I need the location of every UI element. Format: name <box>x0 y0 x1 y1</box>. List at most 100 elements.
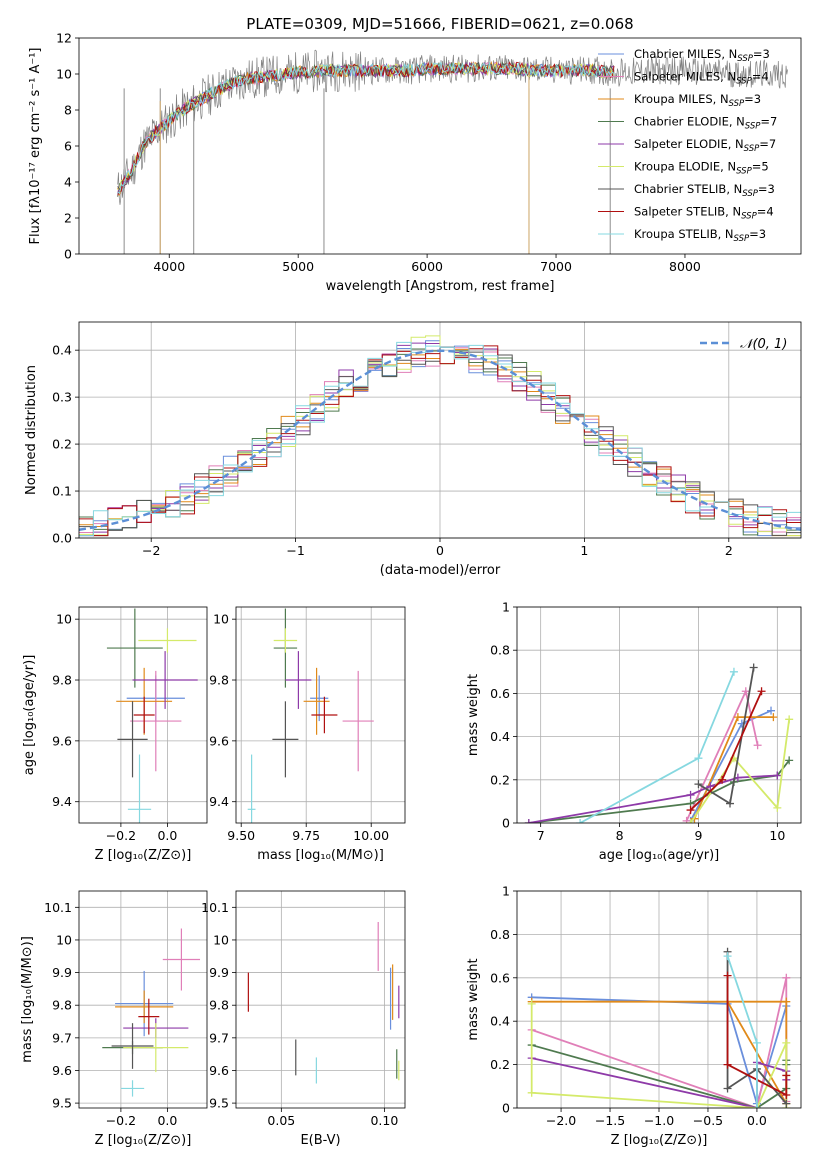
weight-marker <box>782 1038 791 1047</box>
age_vs_Z-ytick-label: 9.6 <box>52 733 72 748</box>
mass_weight_vs_Z-ytick-label: 0.6 <box>490 970 510 985</box>
weight-marker <box>773 803 782 812</box>
residuals-ytick-label: 0.2 <box>52 437 72 452</box>
spectrum-xtick-label: 7000 <box>540 259 572 274</box>
legend-entry: Kroupa STELIB, NSSP=3 <box>634 227 766 244</box>
age_vs_mass-xtick-label: 10.00 <box>353 828 389 843</box>
spectrum-model-line <box>117 61 615 194</box>
mass_weight_vs_age-ytick-label: 0.4 <box>490 729 510 744</box>
age_vs_mass-frame <box>235 606 406 824</box>
spectrum-model-line <box>117 61 615 195</box>
mass_weight_vs_Z-xtick-label: −2.0 <box>546 1113 576 1128</box>
weight-marker <box>785 715 794 724</box>
spectrum-ytick-label: 2 <box>64 211 72 226</box>
age_vs_Z-ytick-label: 9.4 <box>52 794 72 809</box>
mass_weight_vs_Z-xtick-label: −1.5 <box>595 1113 625 1128</box>
mass_vs_Z-ytick-label: 10.1 <box>44 900 72 915</box>
mass_vs_EBV-ytick-label: 9.8 <box>209 998 229 1013</box>
weight-marker <box>694 780 703 789</box>
mass_vs_Z-ytick-label: 9.7 <box>52 1030 72 1045</box>
mass_vs_EBV-ytick-label: 9.6 <box>209 1063 229 1078</box>
spectrum-model-line <box>117 61 615 194</box>
age_vs_Z-plot-area <box>106 608 198 823</box>
spectrum-xtick-label: 6000 <box>411 259 443 274</box>
mass_vs_Z-xtick-label: 0.0 <box>157 1113 177 1128</box>
mass_weight_vs_age-xtick-label: 7 <box>537 828 545 843</box>
weight-marker <box>749 663 758 672</box>
legend-entry: Salpeter STELIB, NSSP=4 <box>634 205 774 222</box>
age_vs_Z-xtick-label: −0.2 <box>106 828 136 843</box>
mass_weight_vs_age-xtick-label: 10 <box>769 828 785 843</box>
residuals-frame <box>78 321 802 539</box>
spectrum-model-line <box>117 61 615 195</box>
figure-title: PLATE=0309, MJD=51666, FIBERID=0621, z=0… <box>246 15 633 33</box>
mass_vs_Z-ylabel: mass [log₁₀(M/M⊙)] <box>20 936 35 1063</box>
mass_vs_Z-ytick-label: 9.6 <box>52 1063 72 1078</box>
weight-marker <box>527 1088 536 1097</box>
spectrum-model-line <box>117 61 615 191</box>
age_vs_mass-xlabel: mass [log₁₀(M/M⊙)] <box>257 848 384 863</box>
weight-marker <box>706 782 715 791</box>
mass_vs_Z-plot-area <box>102 928 201 1097</box>
mass_weight_vs_Z-xlabel: Z [log₁₀(Z/Z⊙)] <box>611 1133 708 1148</box>
mass_vs_EBV-ytick-label: 9.7 <box>209 1030 229 1045</box>
mass_vs_EBV-xtick-label: 0.05 <box>267 1113 295 1128</box>
residuals-ytick-label: 0.4 <box>52 343 72 358</box>
residual-histogram-step <box>79 345 801 537</box>
mass_vs_EBV-plot-area <box>247 922 400 1084</box>
spectrum-model-line <box>117 60 615 197</box>
mass_weight_vs_age-xlabel: age [log₁₀(age/yr)] <box>599 848 720 863</box>
residuals-ytick-label: 0.3 <box>52 390 72 405</box>
residuals-xtick-label: −2 <box>142 543 160 558</box>
mass_weight_vs_Z-ytick-label: 0.8 <box>490 927 510 942</box>
weight-line <box>528 759 790 823</box>
weight-line <box>531 996 788 1107</box>
weight-marker <box>752 1038 761 1047</box>
mass_weight_vs_age-frame <box>516 606 802 824</box>
mass_vs_EBV-xlabel: E(B-V) <box>300 1133 340 1148</box>
mass_weight_vs_Z-frame <box>516 890 802 1109</box>
age_vs_Z-frame <box>78 606 208 824</box>
weight-marker <box>782 1099 791 1108</box>
weight-marker <box>723 1060 732 1069</box>
weight-line <box>530 1003 788 1108</box>
mass_vs_Z-frame <box>78 890 208 1109</box>
spectrum-frame <box>78 37 802 255</box>
mass_weight_vs_age-xtick-label: 8 <box>616 828 624 843</box>
spectrum-xlabel: wavelength [Angstrom, rest frame] <box>326 279 555 294</box>
spectrum-xtick-label: 4000 <box>153 259 185 274</box>
legend-entry: Chabrier ELODIE, NSSP=7 <box>634 115 777 132</box>
residuals-xlabel: (data-model)/error <box>380 563 501 578</box>
weight-marker <box>694 754 703 763</box>
residual-histogram-step <box>79 341 801 537</box>
legend-entry: Kroupa ELODIE, NSSP=5 <box>634 160 769 177</box>
legend-entry: Salpeter ELODIE, NSSP=7 <box>634 137 776 154</box>
mass_vs_EBV-ytick-label: 9.9 <box>209 965 229 980</box>
mass_vs_Z-ytick-label: 9.8 <box>52 998 72 1013</box>
residuals-ytick-label: 0.1 <box>52 484 72 499</box>
weight-marker <box>782 973 791 982</box>
legend-entry: Salpeter MILES, NSSP=4 <box>634 70 769 87</box>
mass_vs_EBV-ytick-label: 10.1 <box>201 900 229 915</box>
weight-marker <box>769 713 778 722</box>
mass_weight_vs_age-ytick-label: 0.8 <box>490 643 510 658</box>
mass_vs_Z-xlabel: Z [log₁₀(Z/Z⊙)] <box>95 1133 192 1148</box>
weight-marker <box>782 1071 791 1080</box>
weight-marker <box>576 819 585 823</box>
age_vs_Z-ytick-label: 9.8 <box>52 673 72 688</box>
mass_vs_EBV-ytick-label: 9.5 <box>209 1096 229 1111</box>
weight-marker <box>686 819 695 823</box>
weight-marker <box>723 952 732 961</box>
gaussian-curve <box>79 349 801 531</box>
weight-marker <box>682 816 691 823</box>
mass_weight_vs_Z-xtick-label: −1.0 <box>644 1113 674 1128</box>
mass_weight_vs_age-plot-area <box>524 663 794 823</box>
weight-marker <box>767 706 776 715</box>
weight-marker <box>726 799 734 808</box>
mass_weight_vs_Z-xtick-label: −0.5 <box>693 1113 723 1128</box>
age_vs_mass-ytick-label: 9.8 <box>209 673 229 688</box>
weight-marker <box>733 713 742 722</box>
age_vs_mass-xtick-label: 9.75 <box>292 828 320 843</box>
spectrum-xtick-label: 8000 <box>669 259 701 274</box>
weight-marker <box>785 756 794 765</box>
